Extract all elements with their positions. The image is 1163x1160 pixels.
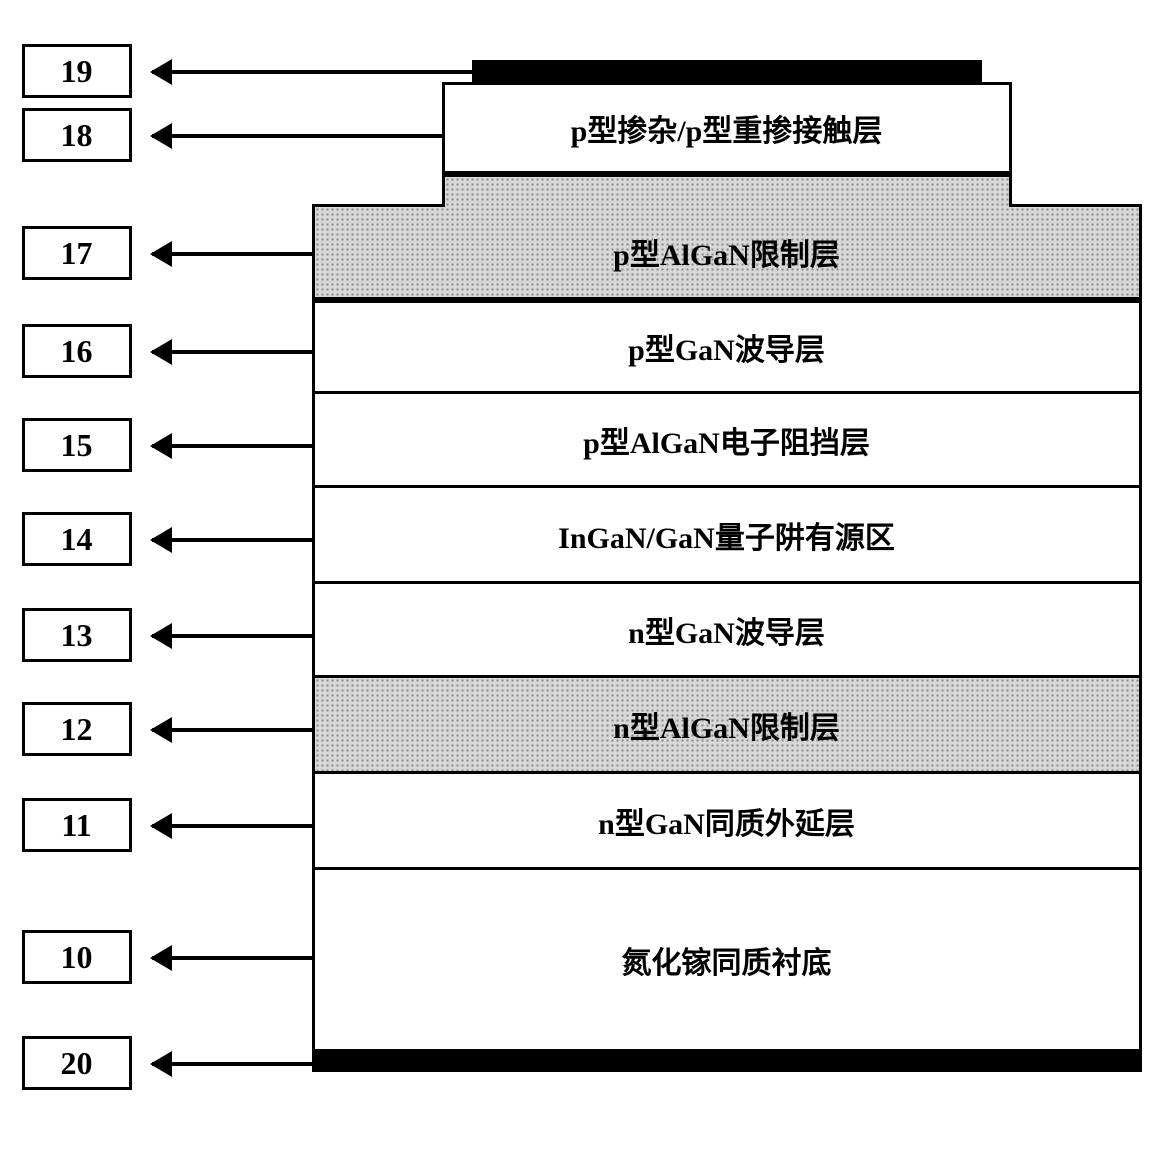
arrow-16 <box>152 350 312 354</box>
arrow-11 <box>152 824 312 828</box>
arrow-17 <box>152 252 312 256</box>
top-border-left <box>312 204 445 207</box>
arrow-18 <box>152 134 442 138</box>
layer-structure-diagram: 19 18 17 16 15 14 13 12 11 10 20 p型掺杂/p型… <box>22 40 1142 1120</box>
layer-n-algan-confinement: n型AlGaN限制层 <box>312 678 1142 774</box>
label-13: 13 <box>22 608 132 662</box>
layer-top-electrode <box>472 60 982 82</box>
label-11: 11 <box>22 798 132 852</box>
top-border-right <box>1009 204 1142 207</box>
label-20: 20 <box>22 1036 132 1090</box>
arrow-13 <box>152 634 312 638</box>
arrow-20 <box>152 1062 312 1066</box>
layer-p-algan-confinement-text: p型AlGaN限制层 <box>613 230 840 274</box>
layer-p-algan-confinement: p型AlGaN限制层 <box>312 204 1142 300</box>
layer-p-contact: p型掺杂/p型重掺接触层 <box>442 82 1012 174</box>
arrow-19 <box>152 70 472 74</box>
layer-gan-substrate: 氮化镓同质衬底 <box>312 870 1142 1052</box>
layer-p-gan-waveguide: p型GaN波导层 <box>312 300 1142 394</box>
label-16: 16 <box>22 324 132 378</box>
arrow-15 <box>152 444 312 448</box>
label-15: 15 <box>22 418 132 472</box>
layer-p-algan-ebl: p型AlGaN电子阻挡层 <box>312 394 1142 488</box>
layer-bottom-electrode <box>312 1052 1142 1072</box>
seam-cover <box>445 202 1009 208</box>
layer-quantum-well: InGaN/GaN量子阱有源区 <box>312 488 1142 584</box>
arrow-14 <box>152 538 312 542</box>
label-10: 10 <box>22 930 132 984</box>
layer-n-gan-homoepitaxial: n型GaN同质外延层 <box>312 774 1142 870</box>
label-18: 18 <box>22 108 132 162</box>
label-14: 14 <box>22 512 132 566</box>
arrow-10 <box>152 956 312 960</box>
label-12: 12 <box>22 702 132 756</box>
arrow-12 <box>152 728 312 732</box>
layer-n-gan-waveguide: n型GaN波导层 <box>312 584 1142 678</box>
label-19: 19 <box>22 44 132 98</box>
label-17: 17 <box>22 226 132 280</box>
